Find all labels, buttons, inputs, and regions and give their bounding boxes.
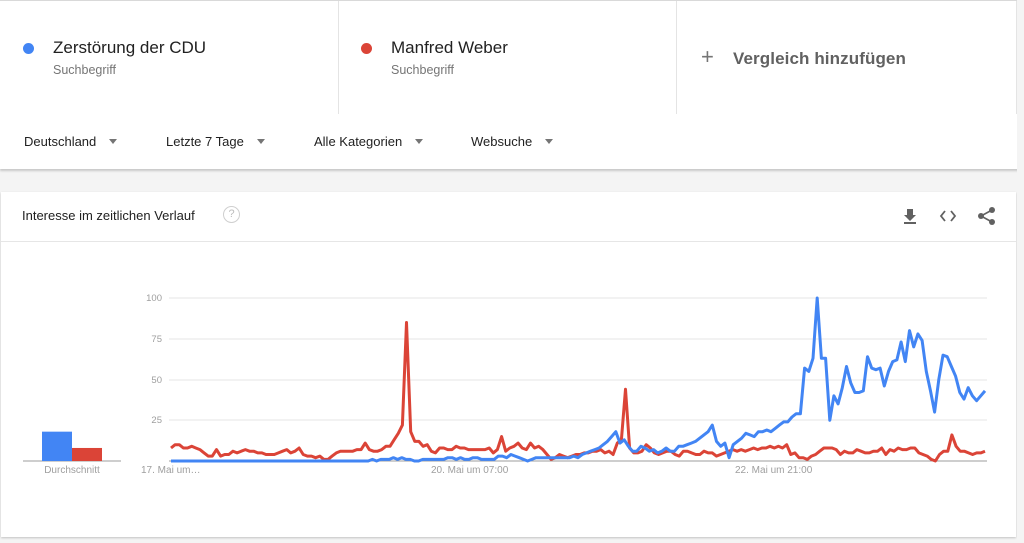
filter-category-dropdown[interactable]: Alle Kategorien xyxy=(314,134,424,149)
filter-label: Deutschland xyxy=(24,134,97,149)
filter-region-dropdown[interactable]: Deutschland xyxy=(24,134,118,149)
filter-label: Websuche xyxy=(471,134,533,149)
share-icon[interactable] xyxy=(977,206,997,226)
add-comparison-button[interactable]: + Vergleich hinzufügen xyxy=(677,1,1017,114)
filter-time-dropdown[interactable]: Letzte 7 Tage xyxy=(166,134,265,149)
svg-text:Durchschnitt: Durchschnitt xyxy=(44,465,100,476)
series-line-zerstoerung-der-cdu[interactable] xyxy=(171,296,987,463)
filter-label: Letzte 7 Tage xyxy=(166,134,244,149)
caret-down-icon xyxy=(415,139,424,144)
series-color-dot-blue xyxy=(23,43,34,54)
svg-text:50: 50 xyxy=(151,375,162,386)
x-axis-labels: 17. Mai um… 20. Mai um 07:00 22. Mai um … xyxy=(141,465,813,476)
term-card-2[interactable]: Manfred Weber Suchbegriff xyxy=(339,1,677,114)
svg-text:20. Mai um 07:00: 20. Mai um 07:00 xyxy=(431,465,509,476)
card-title: Interesse im zeitlichen Verlauf xyxy=(22,208,195,223)
add-comparison-label: Vergleich hinzufügen xyxy=(733,49,906,68)
average-bar-blue[interactable] xyxy=(42,431,72,461)
filter-bar: Deutschland Letzte 7 Tage Alle Kategorie… xyxy=(0,114,1024,169)
line-chart[interactable]: 100 75 50 25 17. Mai um… 20. Mai um 07:0… xyxy=(1,192,1016,537)
series-line-manfred-weber[interactable] xyxy=(170,321,986,463)
term-name: Manfred Weber xyxy=(391,38,508,57)
series-color-dot-red xyxy=(361,43,372,54)
average-bar-red[interactable] xyxy=(72,447,102,461)
caret-down-icon xyxy=(256,139,265,144)
svg-text:25: 25 xyxy=(151,415,162,426)
caret-down-icon xyxy=(109,139,118,144)
svg-text:22. Mai um 21:00: 22. Mai um 21:00 xyxy=(735,465,813,476)
term-name: Zerstörung der CDU xyxy=(53,38,207,57)
filter-label: Alle Kategorien xyxy=(314,134,403,149)
page-edge xyxy=(1017,0,1024,543)
svg-text:75: 75 xyxy=(151,334,162,345)
card-header: Interesse im zeitlichen Verlauf ? xyxy=(1,192,1016,242)
interest-over-time-card: Interesse im zeitlichen Verlauf ? xyxy=(1,192,1016,537)
filter-search-type-dropdown[interactable]: Websuche xyxy=(471,134,554,149)
embed-code-icon[interactable] xyxy=(938,206,958,226)
average-bars: Durchschnitt xyxy=(23,431,121,476)
term-card-1[interactable]: Zerstörung der CDU Suchbegriff xyxy=(0,1,339,114)
svg-text:100: 100 xyxy=(146,293,162,304)
term-type: Suchbegriff xyxy=(391,63,455,77)
caret-down-icon xyxy=(545,139,554,144)
help-icon[interactable]: ? xyxy=(223,206,240,223)
term-type: Suchbegriff xyxy=(53,63,117,77)
search-terms-bar: Zerstörung der CDU Suchbegriff Manfred W… xyxy=(0,0,1024,115)
download-icon[interactable] xyxy=(900,206,920,226)
plus-icon: + xyxy=(701,44,714,69)
y-axis-labels: 100 75 50 25 xyxy=(146,293,162,426)
svg-text:17. Mai um…: 17. Mai um… xyxy=(141,465,200,476)
